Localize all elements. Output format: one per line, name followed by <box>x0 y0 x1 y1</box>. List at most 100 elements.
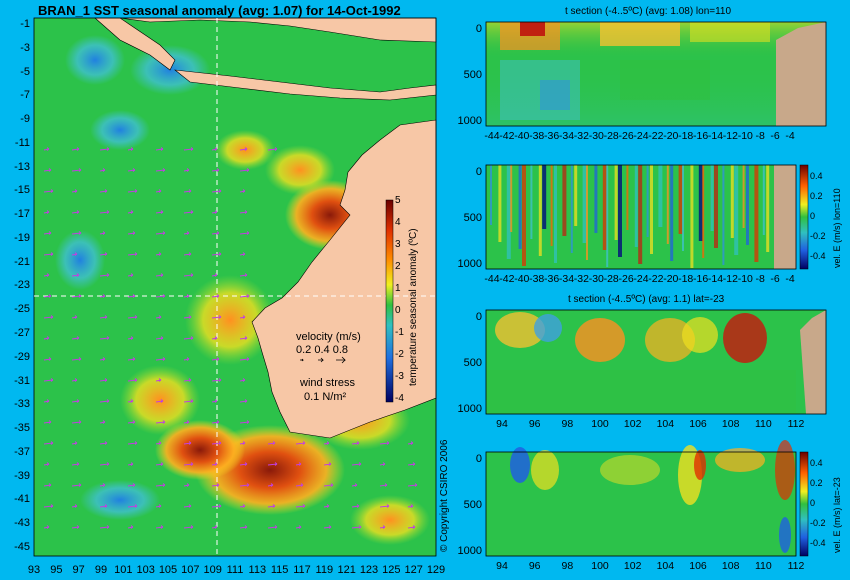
panel-3-x-tick: 110 <box>754 418 772 430</box>
panel-4-x-tick: 102 <box>623 560 642 572</box>
map-colorbar-gradient <box>385 199 394 403</box>
panel-4-x-tick: 96 <box>528 560 541 572</box>
anomaly-patches <box>55 35 430 545</box>
velocity-scale: 0.2 0.4 0.8 <box>296 344 348 356</box>
panel-1-y-tick: 500 <box>463 69 482 81</box>
wind-vector <box>183 525 194 529</box>
wind-vector <box>155 378 162 382</box>
panel-3-x-tick: 106 <box>689 418 707 430</box>
lon-tick-label: 113 <box>248 564 267 576</box>
wind-vector <box>99 252 108 256</box>
panel-3-seabed <box>800 310 826 414</box>
velocity-label: velocity (m/s) <box>296 331 361 343</box>
wind-vector <box>71 378 78 382</box>
wind-vector <box>379 483 388 487</box>
wind-vector <box>351 483 358 487</box>
wind-vector <box>407 525 416 529</box>
panel-1-x-tick: -10 <box>737 130 753 142</box>
wind-vector <box>323 525 332 529</box>
wind-vector <box>155 252 162 256</box>
panel-3-y-tick: 500 <box>463 357 482 369</box>
lon-tick-label: 115 <box>270 564 289 576</box>
wind-vector <box>407 462 416 466</box>
lon-tick-label: 95 <box>50 564 63 576</box>
panel-4-colorbar-tick: -0.4 <box>810 538 826 548</box>
wind-vector <box>99 315 108 319</box>
wind-vector <box>183 399 194 403</box>
wind-vector <box>99 441 108 445</box>
wind-vector <box>155 525 164 529</box>
wind-vector <box>127 378 138 382</box>
wind-vector <box>127 252 138 256</box>
panel-1-x-tick: -24 <box>633 130 649 142</box>
lon-tick-label: 105 <box>158 564 178 576</box>
velocity-streak <box>698 165 703 241</box>
panel-1-x-tick: -16 <box>693 130 709 142</box>
lat-tick-label: -15 <box>14 184 30 197</box>
panel-1-x-tick: -44 <box>484 130 500 142</box>
wind-vector <box>183 315 192 319</box>
wind-vector <box>407 504 414 508</box>
map-frame <box>33 17 437 557</box>
panel-1-x-tick: -6 <box>770 130 780 142</box>
velocity-streak <box>490 165 492 225</box>
panel-3 <box>485 309 827 415</box>
wind-vector <box>351 462 362 466</box>
velocity-streak <box>690 165 694 268</box>
panel-2-x-tick: -32 <box>573 273 589 285</box>
wind-vector <box>239 441 246 445</box>
wind-vector <box>43 294 52 298</box>
wind-vector <box>211 441 222 445</box>
copyright: © Copyright CSIRO 2006 <box>439 439 450 552</box>
wind-vector <box>43 315 54 319</box>
velocity-streak <box>670 165 674 261</box>
panel-2-x-tick: -22 <box>648 273 664 285</box>
panel-3-y-tick: 1000 <box>457 403 482 415</box>
wind-stress-vectors <box>43 147 418 529</box>
lon-tick-label: 119 <box>315 564 334 576</box>
velocity-streak <box>658 165 663 227</box>
lat-tick-label: -21 <box>14 255 30 268</box>
wind-vector <box>99 336 110 340</box>
lat-tick-label: -5 <box>20 65 30 78</box>
wind-vector <box>155 357 166 361</box>
wind-vector <box>183 504 192 508</box>
wind-vector <box>155 441 162 445</box>
wind-vector <box>239 231 250 235</box>
wind-vector <box>183 210 194 214</box>
wind-vector <box>379 462 386 466</box>
wind-vector <box>239 357 250 361</box>
colorbar-tick-label: 4 <box>395 217 401 228</box>
wind-vector <box>323 462 332 466</box>
wind-vector <box>267 462 278 466</box>
wind-vector <box>239 399 248 403</box>
panel-3-x-tick: 112 <box>787 418 805 430</box>
panel-2-colorbar <box>799 164 809 270</box>
velocity-streak <box>634 165 638 247</box>
wind-vector <box>183 483 190 487</box>
wind-vector <box>155 420 166 424</box>
wind-vector <box>295 441 306 445</box>
panel-4-colorbar-tick: 0 <box>810 498 816 508</box>
wind-vector <box>71 504 78 508</box>
panel-2-x-tick: -40 <box>514 273 530 285</box>
panel-2-x-tick: -6 <box>770 273 780 285</box>
wind-vector <box>155 399 164 403</box>
wind-vector <box>211 336 218 340</box>
lon-tick-label: 97 <box>72 564 85 576</box>
panel-2-x-tick: -44 <box>484 273 500 285</box>
panel-1-x-tick: -22 <box>648 130 664 142</box>
panel-2-x-tick: -18 <box>678 273 694 285</box>
wind-vector <box>43 210 50 214</box>
wind-vector <box>99 378 108 382</box>
wind-vector <box>99 168 106 172</box>
lat-tick-label: -45 <box>14 540 30 553</box>
panel-3-x-tick: 100 <box>591 418 609 430</box>
wind-vector <box>99 483 106 487</box>
panel-2-x-tick: -34 <box>558 273 575 285</box>
wind-vector <box>99 294 106 298</box>
lat-tick-label: -43 <box>14 517 30 530</box>
wind-vector <box>155 315 162 319</box>
wind-vector <box>379 504 390 508</box>
wind-vector <box>71 462 80 466</box>
